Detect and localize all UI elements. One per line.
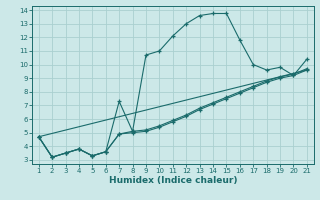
X-axis label: Humidex (Indice chaleur): Humidex (Indice chaleur)	[108, 176, 237, 185]
